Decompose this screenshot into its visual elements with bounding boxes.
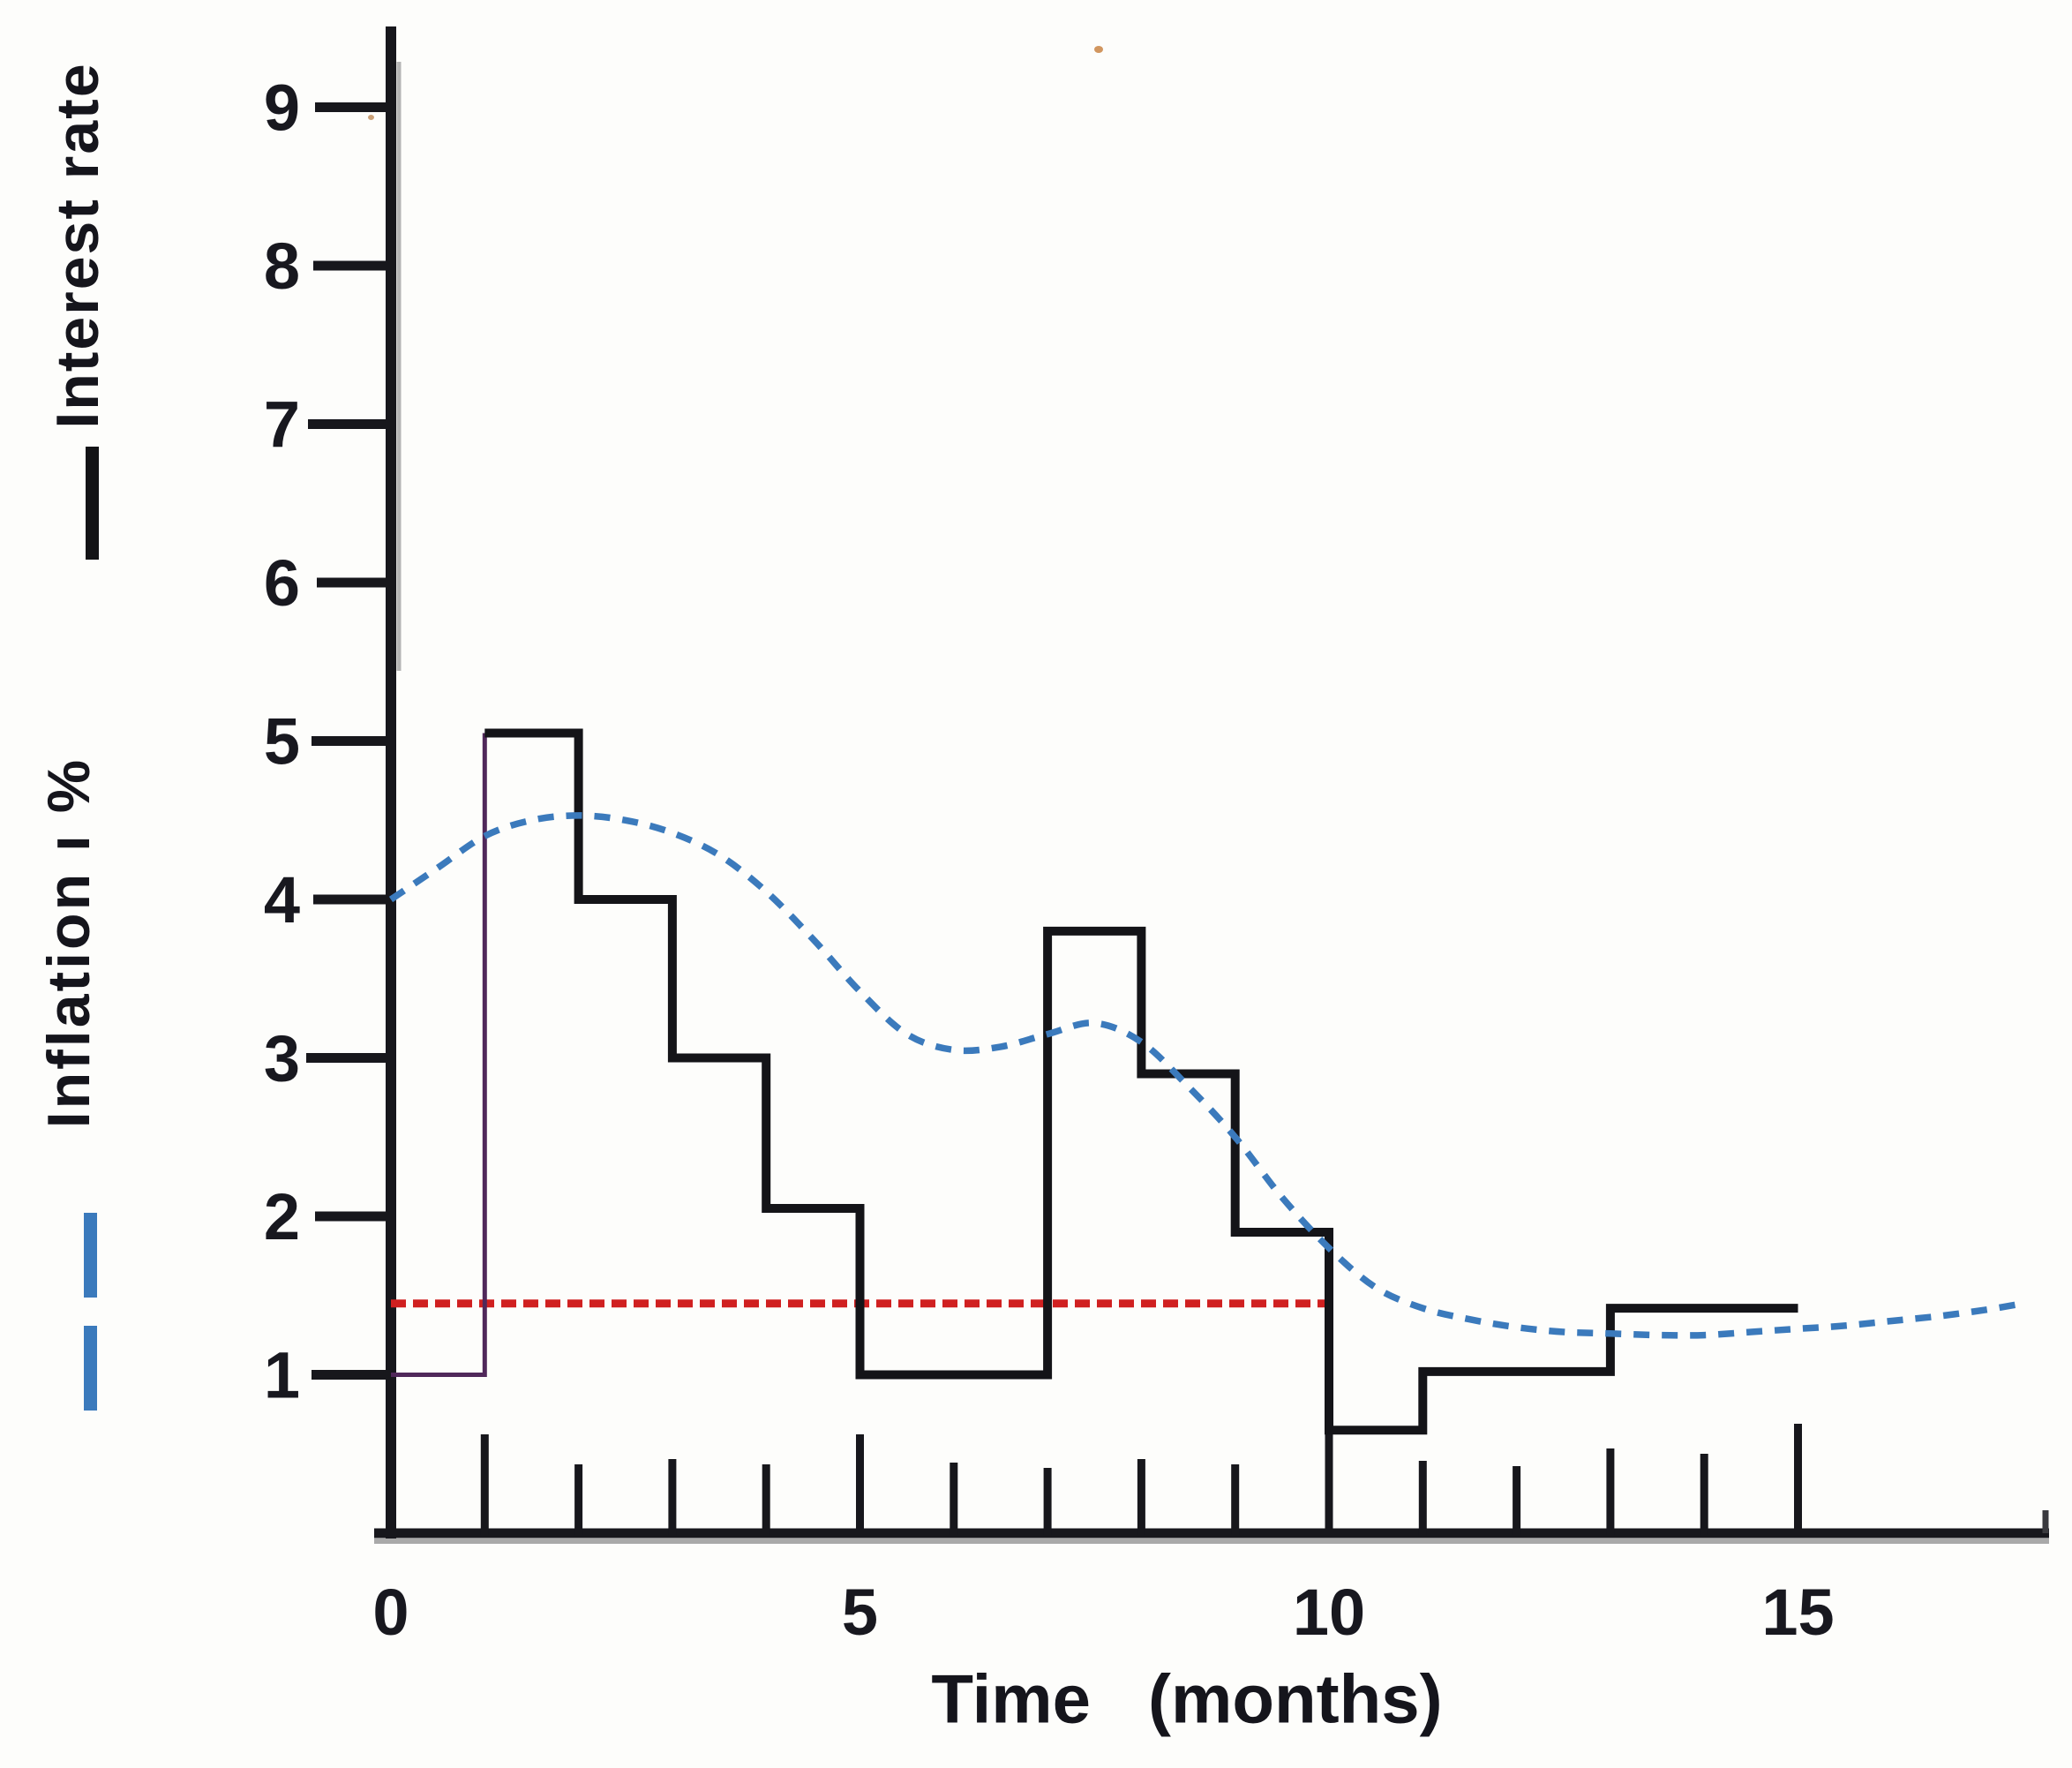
y-tick-label: 2 [264,1180,300,1253]
x-tick-label: 10 [1293,1576,1365,1649]
y-tick-label: 9 [264,71,300,145]
interest-rate-step-line [484,728,1798,1435]
inflation-dashed-curve [388,812,2024,1339]
x-tick-label: 5 [842,1576,878,1649]
y-tick-label: 1 [264,1339,300,1412]
x-tick-label: 0 [372,1576,409,1649]
legend-interest-rate-label: Interest rate [44,62,111,429]
interest-rate-initial-segment [391,733,487,1377]
x-tick-label: 15 [1761,1576,1834,1649]
scan-speck [1094,46,1103,53]
legend-inflation-label: Inflation ı % [35,756,102,1129]
inflation-dashed-line-sample [84,1213,97,1432]
interest-rate-line-sample [86,447,99,560]
y-tick-label: 6 [264,546,300,620]
y-tick-label: 7 [264,388,300,462]
y-tick-label: 8 [264,229,300,303]
y-tick-label: 5 [264,705,300,779]
x-axis-title: Time (months) [931,1659,1443,1738]
scan-speck [368,115,374,120]
y-tick-label: 3 [264,1022,300,1095]
y-tick-label: 4 [264,863,300,937]
